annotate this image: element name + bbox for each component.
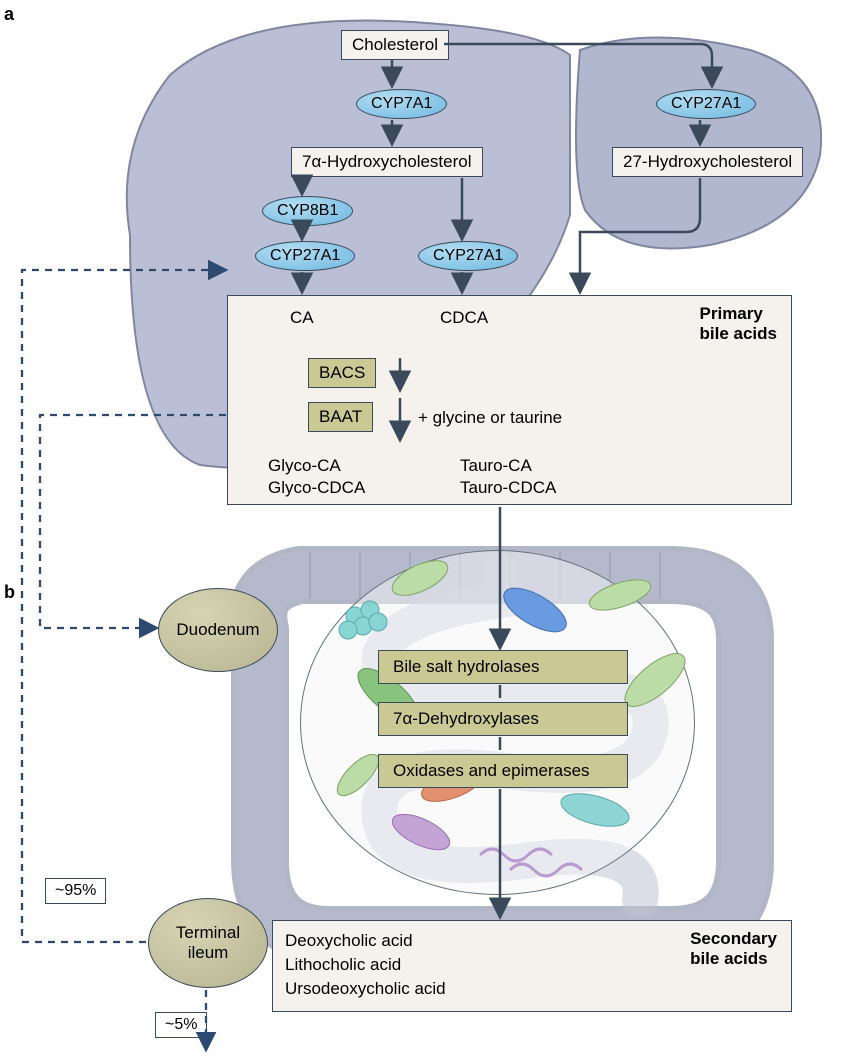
pct-excrete: ~5% bbox=[155, 1012, 207, 1038]
duodenum-label: Duodenum bbox=[176, 620, 259, 640]
glyco-ca-label: Glyco-CA bbox=[268, 454, 341, 479]
gut-enzyme-dehydrox: 7α-Dehydroxylases bbox=[378, 702, 628, 736]
secondary-bile-acids-box: Deoxycholic acid Lithocholic acid Ursode… bbox=[272, 920, 792, 1012]
glyco-cdca-label: Glyco-CDCA bbox=[268, 476, 365, 501]
hydroxy7a-box: 7α-Hydroxycholesterol bbox=[291, 147, 483, 177]
enzyme-bacs: BACS bbox=[308, 358, 376, 388]
primary-title-1: Primary bbox=[700, 304, 777, 324]
secondary-title-1: Secondary bbox=[690, 929, 777, 949]
gut-enzyme-oxi: Oxidases and epimerases bbox=[378, 754, 628, 788]
sec-item-0: Deoxycholic acid bbox=[285, 929, 413, 954]
enzyme-cyp27a1-mid: CYP27A1 bbox=[418, 241, 518, 271]
terminal-label: Terminal bbox=[176, 923, 240, 943]
enzyme-cyp7a1: CYP7A1 bbox=[356, 89, 447, 119]
duodenum-circle: Duodenum bbox=[158, 588, 278, 672]
enzyme-cyp27a1-right: CYP27A1 bbox=[656, 89, 756, 119]
panel-b-label: b bbox=[4, 582, 15, 603]
pct-reabsorb: ~95% bbox=[45, 878, 106, 904]
conjugation-note: + glycine or taurine bbox=[418, 408, 562, 428]
ca-label: CA bbox=[290, 306, 314, 331]
tauro-ca-label: Tauro-CA bbox=[460, 454, 532, 479]
secondary-title-2: bile acids bbox=[690, 949, 777, 969]
gut-enzyme-bsh: Bile salt hydrolases bbox=[378, 650, 628, 684]
enzyme-baat: BAAT bbox=[308, 402, 373, 432]
hydroxy27-box: 27-Hydroxycholesterol bbox=[612, 147, 803, 177]
enzyme-cyp27a1-left: CYP27A1 bbox=[255, 241, 355, 271]
cholesterol-box: Cholesterol bbox=[341, 30, 449, 60]
cdca-label: CDCA bbox=[440, 306, 488, 331]
tauro-cdca-label: Tauro-CDCA bbox=[460, 476, 556, 501]
ileum-label: ileum bbox=[176, 943, 240, 963]
terminal-ileum-circle: Terminal ileum bbox=[148, 898, 268, 988]
sec-item-2: Ursodeoxycholic acid bbox=[285, 977, 446, 1002]
sec-item-1: Lithocholic acid bbox=[285, 953, 401, 978]
primary-title-2: bile acids bbox=[700, 324, 777, 344]
enzyme-cyp8b1: CYP8B1 bbox=[262, 196, 353, 226]
primary-bile-acids-box: CA CDCA Primary bile acids Glyco-CA Glyc… bbox=[227, 295, 792, 505]
panel-a-label: a bbox=[4, 4, 14, 25]
